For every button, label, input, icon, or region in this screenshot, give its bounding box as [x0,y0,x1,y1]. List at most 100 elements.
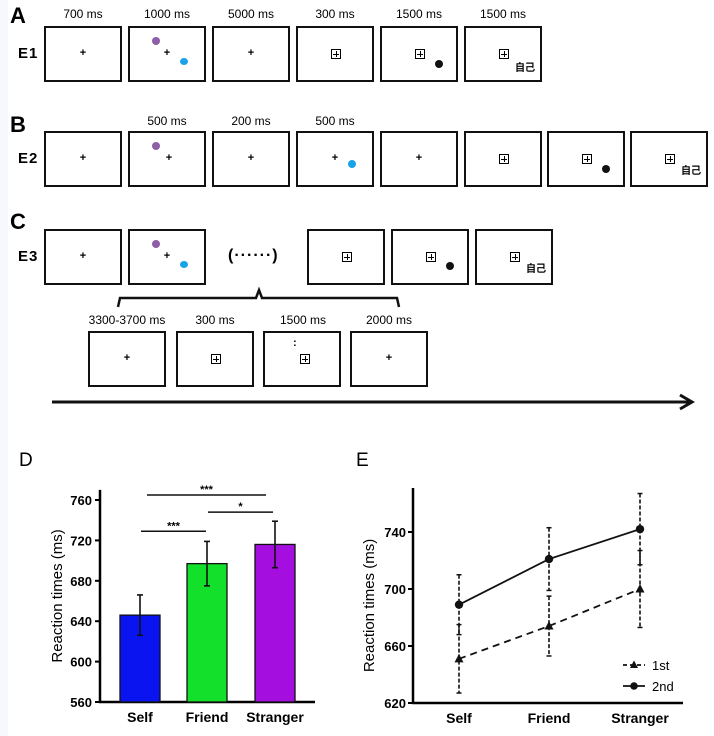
black-dot-icon [602,165,610,173]
boxed-cross-icon [300,354,310,364]
stimulus-screen-fixation: + [44,26,122,82]
stimulus-screen-self-word: 自己 [475,229,553,285]
series-line-1st [458,588,641,660]
y-tick-label: 760 [70,493,92,508]
x-tick-label: Self [127,709,153,725]
boxed-cross-icon [582,154,592,164]
duration-label: 2000 ms [365,313,413,327]
significance-label: * [238,501,243,513]
stimulus-screen-dots: + [128,26,206,82]
legend-label: 2nd [652,679,674,694]
duration-label: 3300-3700 ms [88,313,166,327]
boxed-cross-icon [665,154,675,164]
purple-dot-icon [152,37,160,45]
y-tick-label: 560 [70,695,92,710]
colon-cue: : [293,337,297,349]
duration-label: 500 ms [315,114,355,128]
y-axis-label: Reaction times (ms) [49,529,66,662]
panel-d-letter: D [19,450,33,471]
duration-label: 1000 ms [143,7,191,21]
stimulus-screen-fixation: + [380,131,458,187]
stimulus-screen-fixation: + [350,331,428,387]
stimulus-screen-box-cue [296,26,374,82]
purple-dot-icon [152,142,160,150]
stimulus-screen-fixation: + [44,229,122,285]
repeated-trials-ellipsis: (······) [228,247,279,264]
arrow-head-icon [679,393,695,411]
stimulus-screen-dots: + [128,229,206,285]
fixation-cross-icon: + [247,47,255,59]
boxed-cross-icon [342,252,352,262]
y-axis-label: Reaction times (ms) [361,539,378,672]
row-label-e2: E2 [18,150,39,167]
fixation-cross-icon: + [247,152,255,164]
duration-label: 1500 ms [279,313,327,327]
boxed-cross-icon [499,154,509,164]
stimulus-screen-colon-cue: : [263,331,341,387]
fixation-cross-icon: + [79,152,87,164]
stimulus-screen-purple-dot: + [128,131,206,187]
stimulus-screen-fixation: + [212,131,290,187]
data-point-1st [454,653,464,663]
boxed-cross-icon [415,49,425,59]
boxed-cross-icon [510,252,520,262]
boxed-cross-icon [211,354,221,364]
panel-c-letter: C [10,209,26,234]
x-tick-label: Friend [528,710,571,726]
duration-label: 300 ms [315,7,355,21]
expansion-brace [52,286,695,411]
bar-chart-reaction-times: 560 600 640 680 720 760 Reaction times (ms) Sel… [49,484,315,725]
stimulus-screen-self-word: 自己 [464,26,542,82]
stimulus-screen-box-cue [464,131,542,187]
fixation-cross-icon: + [163,250,171,262]
fixation-cross-icon: + [163,47,171,59]
stimulus-screen-black-dot [547,131,625,187]
brace-path [116,286,401,308]
fixation-cross-icon: + [331,152,339,164]
significance-label: *** [200,484,214,496]
data-point-2nd [635,524,645,534]
boxed-cross-icon [331,49,341,59]
stimulus-screen-box-cue [307,229,385,285]
legend-marker-1st [630,660,638,668]
legend-marker-2nd [630,682,638,690]
x-tick-label: Stranger [611,710,669,726]
x-tick-label: Friend [186,709,229,725]
stimulus-screen-black-dot [391,229,469,285]
stimulus-screen-black-dot [380,26,458,82]
y-tick-label: 600 [70,655,92,670]
y-tick-label: 620 [384,696,406,711]
duration-label: 1500 ms [479,7,527,21]
stimulus-screen-fixation: + [212,26,290,82]
data-point-1st [544,621,554,630]
y-tick-label: 700 [384,582,406,597]
duration-label: 300 ms [195,313,235,327]
data-point-1st [635,584,645,593]
blue-dot-icon [180,261,188,268]
black-dot-icon [435,60,443,68]
x-tick-label: Stranger [246,709,304,725]
line-chart-reaction-times: 620 660 700 740 Reaction times (ms) Self Frien… [361,488,683,726]
data-point-2nd [454,600,464,609]
duration-label: 200 ms [231,114,271,128]
blue-dot-icon [348,160,356,168]
fixation-cross-icon: + [385,352,393,364]
panel-e-letter: E [356,450,369,471]
duration-label: 5000 ms [227,7,275,21]
y-tick-label: 720 [70,533,92,548]
panel-a-letter: A [10,3,26,28]
fixation-cross-icon: + [165,152,173,164]
stimulus-screen-blue-dot: + [296,131,374,187]
stimulus-screen-box-cue [176,331,254,387]
legend-label: 1st [652,658,670,673]
data-point-2nd [544,554,554,564]
panel-b-letter: B [10,112,26,137]
boxed-cross-icon [426,252,436,262]
fixation-cross-icon: + [79,250,87,262]
row-label-e3: E3 [18,248,39,265]
duration-label: 500 ms [147,114,187,128]
self-word-label: 自己 [526,264,546,275]
fixation-cross-icon: + [79,47,87,59]
y-tick-label: 660 [384,639,406,654]
fixation-cross-icon: + [123,352,131,364]
